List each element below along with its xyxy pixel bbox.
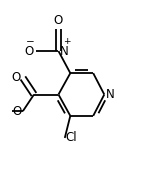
Text: +: +: [64, 37, 71, 46]
Text: −: −: [26, 37, 34, 47]
Text: N: N: [60, 45, 69, 57]
Text: O: O: [25, 45, 34, 57]
Text: O: O: [12, 105, 22, 118]
Text: N: N: [106, 88, 115, 101]
Text: Cl: Cl: [66, 132, 77, 144]
Text: O: O: [54, 14, 63, 27]
Text: O: O: [12, 71, 21, 84]
